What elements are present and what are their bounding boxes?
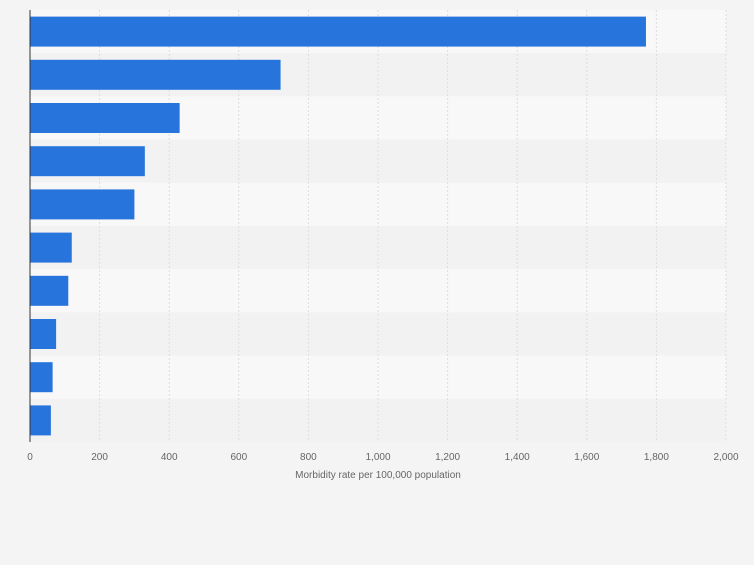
bar[interactable] (30, 405, 51, 436)
x-tick-label: 800 (300, 452, 317, 463)
x-tick-label: 1,800 (644, 452, 669, 463)
bar[interactable] (30, 59, 281, 90)
bar[interactable] (30, 16, 646, 47)
x-tick-label: 1,000 (365, 452, 390, 463)
bar[interactable] (30, 189, 135, 220)
bar[interactable] (30, 275, 69, 306)
x-tick-label: 600 (230, 452, 247, 463)
x-tick-label: 1,400 (505, 452, 530, 463)
bar[interactable] (30, 146, 145, 177)
x-tick-label: 200 (91, 452, 108, 463)
x-tick-label: 400 (161, 452, 178, 463)
x-tick-label: 2,000 (713, 452, 738, 463)
bar[interactable] (30, 103, 180, 133)
x-tick-label: 1,200 (435, 452, 460, 463)
bar[interactable] (30, 362, 53, 393)
bar[interactable] (30, 319, 57, 349)
x-tick-label: 1,600 (574, 452, 599, 463)
bar[interactable] (30, 232, 72, 263)
x-tick-label: 0 (27, 452, 33, 463)
x-axis-title: Morbidity rate per 100,000 population (295, 470, 461, 481)
